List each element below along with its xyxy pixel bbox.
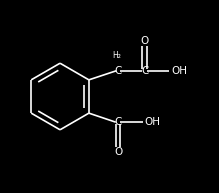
Text: C: C xyxy=(114,117,122,127)
Text: C: C xyxy=(141,66,148,76)
Text: OH: OH xyxy=(145,117,161,127)
Text: C: C xyxy=(114,66,122,76)
Text: OH: OH xyxy=(171,66,187,76)
Text: H₂: H₂ xyxy=(113,51,122,60)
Text: O: O xyxy=(114,147,122,157)
Text: O: O xyxy=(141,36,149,46)
